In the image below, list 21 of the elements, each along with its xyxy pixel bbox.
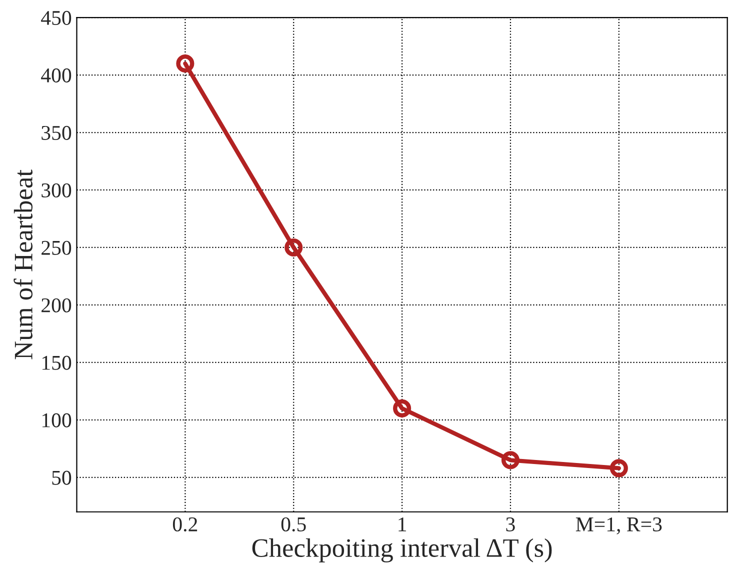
y-tick-label: 100 bbox=[42, 413, 72, 428]
x-axis-title: Checkpoiting interval ΔT (s) bbox=[252, 538, 552, 562]
y-tick-label: 450 bbox=[41, 10, 72, 25]
point bbox=[501, 451, 520, 470]
y-tick-label: 200 bbox=[42, 298, 72, 312]
point bbox=[610, 459, 628, 478]
y-tick-label: 350 bbox=[42, 126, 72, 140]
point bbox=[176, 54, 194, 73]
y-tick-label: 50 bbox=[52, 470, 72, 485]
point bbox=[393, 399, 412, 418]
y-tick-label: 300 bbox=[42, 183, 72, 198]
x-tick-label: 0.2 bbox=[172, 517, 198, 532]
y-tick-label: 250 bbox=[42, 240, 72, 255]
point bbox=[284, 238, 303, 256]
y-tick-label: 150 bbox=[42, 356, 72, 370]
x-tick-label: 0.5 bbox=[281, 517, 306, 532]
y-tick-label: 400 bbox=[41, 68, 72, 82]
x-tick-label: 3 bbox=[506, 517, 515, 532]
x-tick-label: 1 bbox=[398, 517, 406, 532]
x-tick-label: M=1, R=3 bbox=[576, 517, 662, 534]
y-axis-title: Num of Heartbeat bbox=[14, 170, 33, 360]
